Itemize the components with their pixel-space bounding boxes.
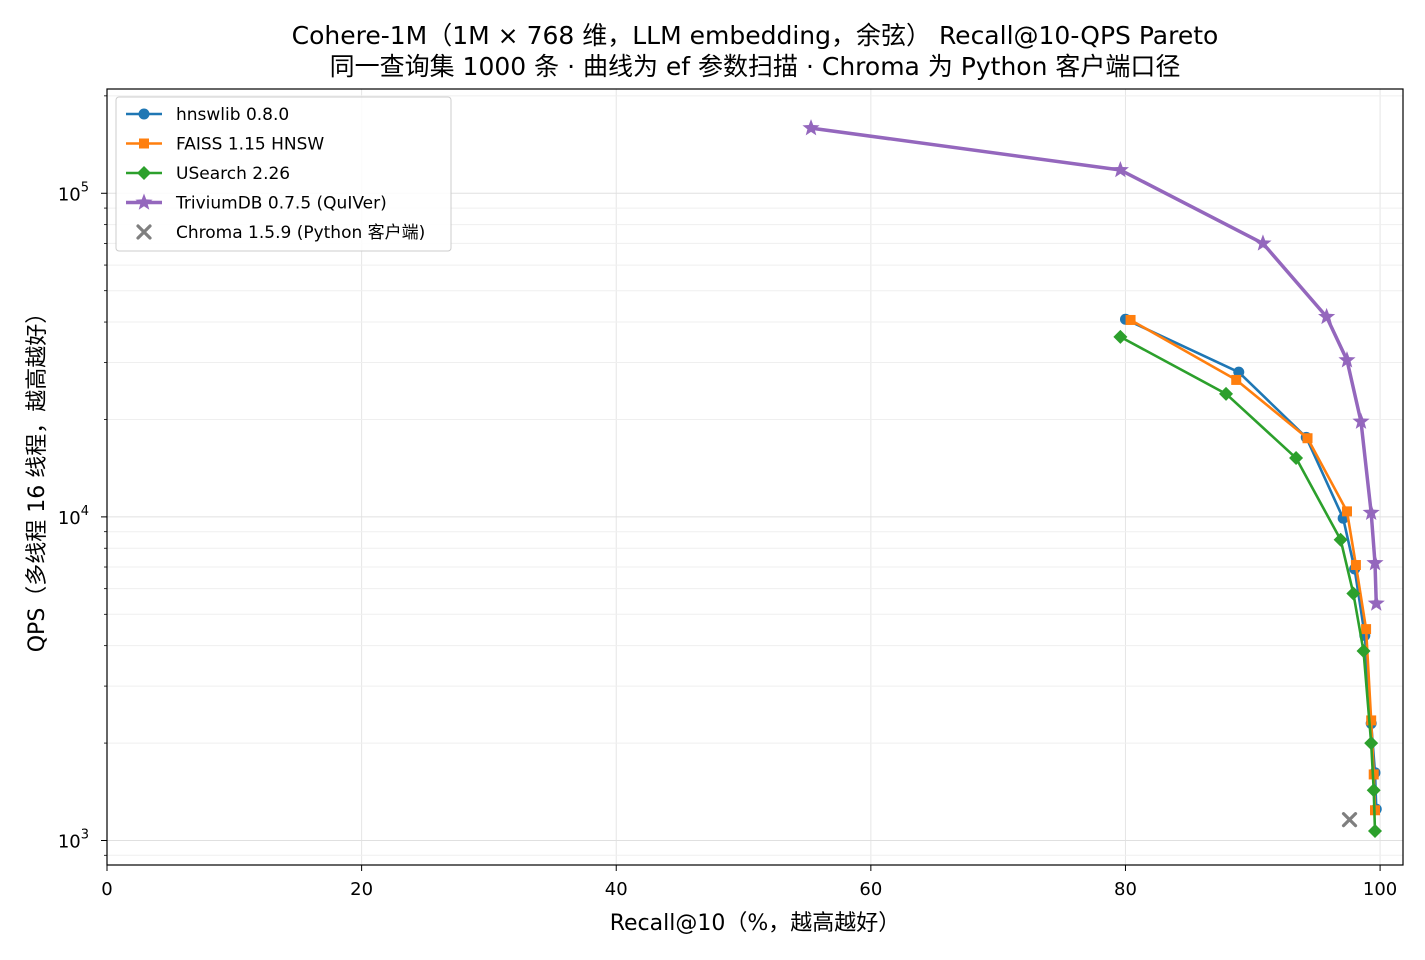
data-point: [1111, 161, 1129, 178]
data-point: [1338, 351, 1356, 368]
y-tick-exponent: 3: [81, 827, 89, 842]
x-tick-label: 40: [605, 879, 628, 900]
y-tick-label: 103: [58, 827, 89, 852]
y-tick-exponent: 4: [81, 504, 89, 519]
plot-frame: [106, 88, 1404, 866]
legend-marker: [138, 108, 150, 120]
y-tick-base: 10: [58, 831, 81, 852]
data-point: [1361, 624, 1372, 635]
data-point: [1302, 433, 1313, 444]
legend-label: Chroma 1.5.9 (Python 客户端): [176, 223, 425, 243]
legend-label: TriviumDB 0.7.5 (QuIVer): [175, 194, 387, 214]
legend-entry: USearch 2.26: [126, 164, 290, 184]
data-point: [1231, 374, 1242, 385]
legend-marker: [136, 224, 152, 240]
x-axis: 0 20 40 60 80 100: [101, 865, 1397, 900]
legend-label: USearch 2.26: [176, 164, 290, 184]
x-tick-label: 100: [1363, 879, 1397, 900]
data-point: [1219, 386, 1234, 401]
legend-entry: FAISS 1.15 HNSW: [126, 135, 324, 155]
legend-entry: TriviumDB 0.7.5 (QuIVer): [126, 193, 387, 214]
data-point: [1346, 586, 1361, 601]
x-tick-label: 20: [350, 879, 373, 900]
data-point: [1364, 736, 1379, 751]
data-point: [1333, 532, 1348, 547]
chart-title-line2: 同一查询集 1000 条 · 曲线为 ef 参数扫描 · Chroma 为 Py…: [330, 52, 1181, 81]
series-layer: [802, 119, 1385, 838]
legend-entry: hnswlib 0.8.0: [126, 105, 289, 125]
legend: hnswlib 0.8.0 FAISS 1.15 HNSW USearch 2.26…: [115, 96, 452, 252]
x-axis-label: Recall@10（%，越高越好）: [610, 911, 901, 936]
y-tick-label: 105: [58, 180, 89, 205]
grid: [106, 89, 1403, 865]
data-point: [1367, 823, 1382, 838]
data-point: [1367, 594, 1385, 611]
y-tick-base: 10: [58, 508, 81, 529]
chart-title-line1: Cohere-1M（1M × 768 维，LLM embedding，余弦） R…: [292, 21, 1219, 50]
legend-marker: [135, 193, 153, 210]
data-point: [1254, 234, 1272, 251]
data-point: [1350, 560, 1361, 571]
legend-entry: Chroma 1.5.9 (Python 客户端): [136, 223, 425, 243]
legend-marker: [139, 138, 149, 149]
x-tick-label: 0: [101, 879, 112, 900]
data-point: [1362, 503, 1380, 521]
data-point: [802, 119, 820, 136]
x-tick-label: 80: [1114, 879, 1137, 900]
y-tick-exponent: 5: [81, 180, 89, 195]
series-3: [802, 119, 1385, 611]
data-point: [1366, 783, 1381, 798]
data-point: [1341, 506, 1352, 517]
legend-label: hnswlib 0.8.0: [176, 105, 289, 125]
y-tick-label: 104: [58, 504, 89, 529]
data-point: [1289, 451, 1304, 466]
data-point: [1125, 314, 1136, 325]
data-point: [1113, 329, 1128, 344]
series-4: [1341, 812, 1358, 828]
data-point: [1366, 715, 1377, 726]
legend-frame: [115, 96, 452, 252]
legend-marker: [137, 166, 151, 180]
legend-label: FAISS 1.15 HNSW: [176, 135, 324, 155]
y-axis-label: QPS（多线程 16 线程，越高越好）: [25, 302, 50, 653]
data-point: [1356, 644, 1371, 659]
data-point: [1366, 554, 1384, 571]
series-2: [1113, 329, 1382, 838]
x-tick-label: 60: [859, 879, 882, 900]
data-point: [1318, 307, 1336, 325]
data-point: [1341, 812, 1358, 828]
data-point: [1352, 412, 1370, 429]
y-tick-base: 10: [58, 184, 81, 205]
